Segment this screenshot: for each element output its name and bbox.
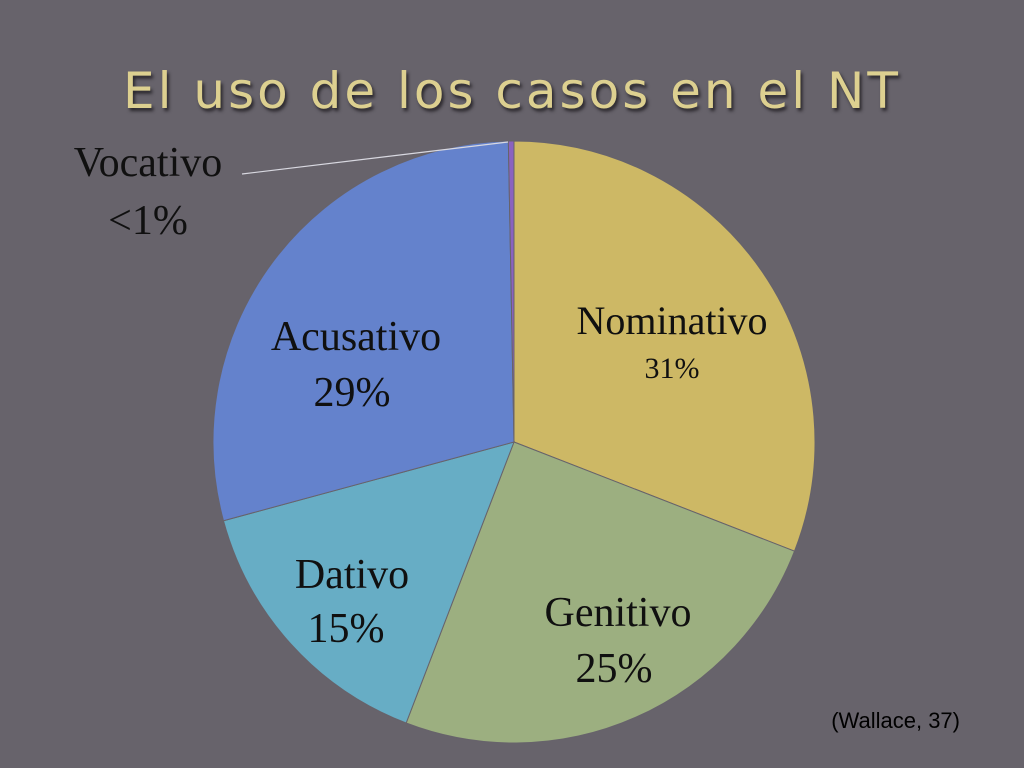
page-title: El uso de los casos en el NT xyxy=(123,62,901,120)
slice-label-nominativo: Nominativo xyxy=(576,298,767,343)
slice-label-vocativo: Vocativo xyxy=(74,140,223,186)
pie-slices xyxy=(212,140,816,744)
slice-label-dativo: Dativo xyxy=(295,552,409,598)
source-citation: (Wallace, 37) xyxy=(831,708,960,733)
slice-value-genitivo: 25% xyxy=(576,646,653,692)
slice-value-nominativo: 31% xyxy=(645,352,700,385)
pie-slice-genitivo xyxy=(405,441,796,744)
pie-slice-dativo xyxy=(222,441,515,724)
pie-slice-vocativo xyxy=(507,140,515,443)
slice-value-dativo: 15% xyxy=(308,606,385,652)
pie-slice-nominativo xyxy=(513,140,816,552)
vocativo-leader-line xyxy=(241,141,509,175)
slice-value-vocativo: <1% xyxy=(108,198,188,244)
slice-label-genitivo: Genitivo xyxy=(545,590,692,636)
slice-label-acusativo: Acusativo xyxy=(271,314,441,360)
slice-value-acusativo: 29% xyxy=(314,370,391,416)
